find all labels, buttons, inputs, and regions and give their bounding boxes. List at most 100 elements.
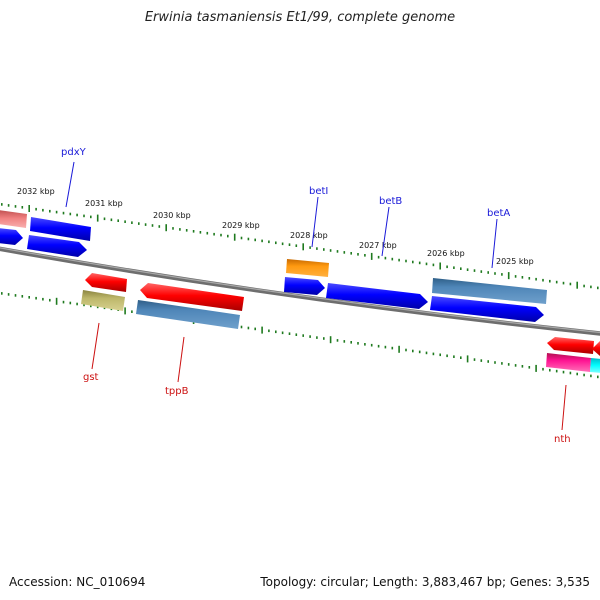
minor-tick <box>199 231 202 234</box>
minor-tick <box>69 212 72 216</box>
gene-arrow-betB[interactable] <box>326 283 428 309</box>
minor-tick <box>55 210 58 214</box>
minor-tick <box>460 356 462 359</box>
minor-tick <box>247 326 250 330</box>
major-tick <box>28 205 30 212</box>
minor-tick <box>110 218 113 222</box>
major-tick <box>398 345 400 353</box>
leader-tppB <box>177 336 185 383</box>
minor-tick <box>1 203 3 206</box>
minor-tick <box>364 254 366 257</box>
minor-tick <box>254 327 256 331</box>
minor-tick <box>521 276 524 279</box>
major-tick <box>55 297 58 305</box>
leader-betB <box>381 206 390 257</box>
minor-tick <box>576 372 578 376</box>
major-tick <box>576 281 578 289</box>
minor-tick <box>583 373 585 377</box>
gene-label-betB[interactable]: betB <box>379 196 402 207</box>
minor-tick <box>213 232 215 236</box>
minor-tick <box>357 253 359 256</box>
gene-arrow-red[interactable] <box>592 341 600 356</box>
minor-tick <box>597 286 599 290</box>
minor-tick <box>7 204 10 207</box>
minor-tick <box>453 355 455 358</box>
minor-tick <box>549 279 551 283</box>
major-tick <box>302 243 304 251</box>
gene-arrow-red[interactable] <box>547 337 594 354</box>
minor-tick <box>42 208 44 212</box>
gene-arrow-salmon[interactable] <box>0 210 27 228</box>
minor-tick <box>425 351 428 355</box>
gene-label-gst[interactable]: gst <box>83 372 99 383</box>
gene-arrow-blue[interactable] <box>27 235 87 257</box>
minor-tick <box>179 228 181 231</box>
minor-tick <box>309 246 311 249</box>
minor-tick <box>329 249 332 252</box>
gene-arrow-betI[interactable] <box>286 259 329 277</box>
minor-tick <box>336 250 339 253</box>
gene-arrow-red[interactable] <box>85 273 127 292</box>
minor-tick <box>336 339 339 342</box>
gene-label-tppB[interactable]: tppB <box>165 386 189 397</box>
minor-tick <box>377 344 380 348</box>
minor-tick <box>377 255 380 259</box>
minor-tick <box>350 252 352 255</box>
minor-tick <box>35 296 37 300</box>
minor-tick <box>124 220 126 223</box>
gene-label-nth[interactable]: nth <box>554 434 571 445</box>
genome-backbone-highlight <box>0 247 600 334</box>
major-tick <box>124 307 126 315</box>
minor-tick <box>391 257 394 261</box>
minor-tick <box>323 248 325 251</box>
major-tick <box>535 364 537 372</box>
minor-tick <box>309 335 311 338</box>
gene-arrow-blue[interactable] <box>0 228 23 245</box>
gene-label-betI[interactable]: betI <box>309 186 328 197</box>
minor-tick <box>281 331 284 335</box>
genome-summary: Topology: circular; Length: 3,883,467 bp… <box>260 575 590 589</box>
gene-arrow-cyan[interactable] <box>590 358 600 373</box>
minor-tick <box>528 366 531 369</box>
minor-tick <box>391 346 394 350</box>
minor-tick <box>569 282 572 286</box>
minor-tick <box>117 219 119 222</box>
gene-arrow-blue[interactable] <box>284 277 325 295</box>
minor-tick <box>466 268 469 271</box>
gene-arrow-red[interactable] <box>140 283 244 311</box>
minor-tick <box>275 241 277 245</box>
minor-tick <box>206 231 209 235</box>
kbp-label: 2029 kbp <box>222 221 260 230</box>
minor-tick <box>49 298 51 302</box>
gene-arrow-betA[interactable] <box>432 278 547 304</box>
minor-tick <box>418 261 421 265</box>
minor-tick <box>501 273 503 276</box>
gene-label-betA[interactable]: betA <box>487 208 510 219</box>
kbp-label: 2026 kbp <box>427 249 465 258</box>
minor-tick <box>542 278 544 282</box>
minor-tick <box>35 207 37 211</box>
major-tick <box>439 262 441 270</box>
gene-arrow-pdxY[interactable] <box>30 217 91 241</box>
kbp-label: 2025 kbp <box>496 257 534 266</box>
minor-tick <box>240 325 243 329</box>
gene-label-pdxY[interactable]: pdxY <box>61 147 87 158</box>
minor-tick <box>76 302 78 306</box>
minor-tick <box>453 266 455 269</box>
gene-arrow-tppB[interactable] <box>136 300 240 329</box>
minor-tick <box>21 206 24 209</box>
minor-tick <box>562 281 565 285</box>
minor-tick <box>480 359 483 362</box>
minor-tick <box>28 296 30 299</box>
gene-arrow-blue[interactable] <box>430 296 544 322</box>
minor-tick <box>220 233 222 237</box>
major-tick <box>96 214 99 222</box>
minor-tick <box>1 292 3 295</box>
gene-arrow-gst[interactable] <box>81 290 125 311</box>
minor-tick <box>62 300 65 304</box>
minor-tick <box>384 345 387 349</box>
minor-tick <box>473 269 476 272</box>
gene-arrow-nth[interactable] <box>546 353 591 372</box>
minor-tick <box>247 237 250 241</box>
minor-tick <box>295 333 298 336</box>
